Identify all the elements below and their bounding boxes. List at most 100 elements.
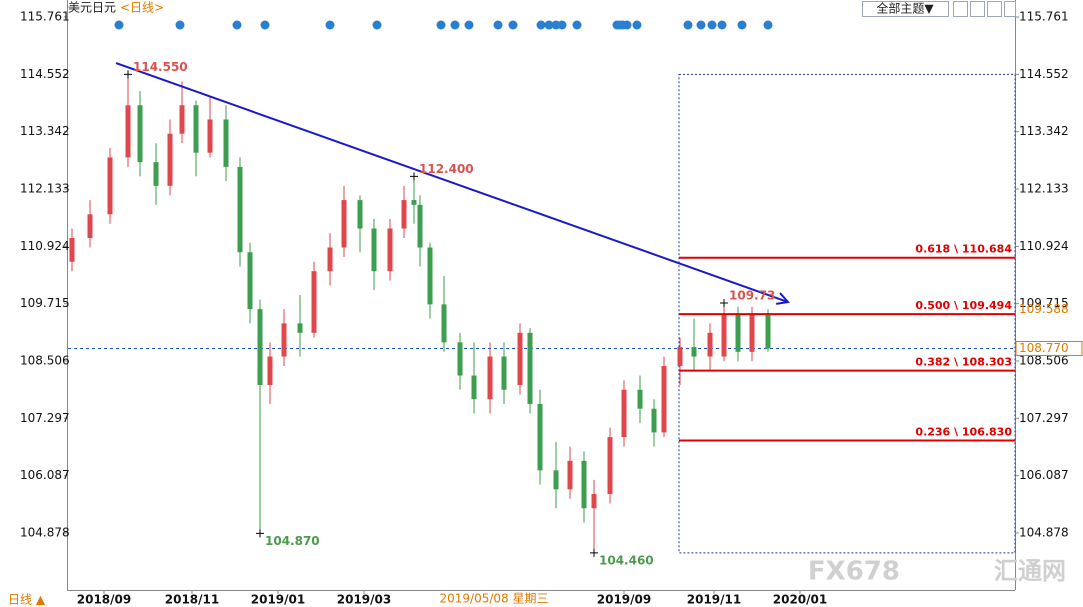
period-button-label[interactable]: 日线 ▲ bbox=[8, 593, 46, 607]
y-tick-label: 106.087 bbox=[1019, 468, 1069, 482]
candle-body bbox=[257, 309, 263, 385]
candle-body bbox=[107, 157, 113, 215]
event-marker[interactable] bbox=[260, 20, 270, 30]
event-marker[interactable] bbox=[696, 20, 706, 30]
candle-body bbox=[371, 228, 377, 272]
event-marker[interactable] bbox=[544, 20, 554, 30]
candle-body bbox=[735, 313, 741, 352]
event-marker[interactable] bbox=[464, 20, 474, 30]
event-marker[interactable] bbox=[372, 20, 382, 30]
toolbar: 全部主题▼ bbox=[862, 1, 1016, 17]
candle-body bbox=[471, 375, 477, 400]
watermark: 汇通网 bbox=[994, 557, 1066, 585]
event-marker[interactable] bbox=[572, 20, 582, 30]
y-tick-label: 113.342 bbox=[1019, 124, 1069, 138]
last-price-label: 108.770 bbox=[1019, 341, 1069, 355]
candle-body bbox=[357, 200, 363, 229]
candle-body bbox=[501, 356, 507, 390]
event-marker[interactable] bbox=[763, 20, 773, 30]
y-tick-label: 109.715 bbox=[20, 296, 70, 310]
candle-body bbox=[677, 347, 683, 367]
candle-body bbox=[341, 200, 347, 248]
candle-body bbox=[411, 200, 417, 205]
candle-body bbox=[527, 332, 533, 404]
event-marker[interactable] bbox=[325, 20, 335, 30]
y-tick-label: 104.878 bbox=[20, 526, 70, 540]
event-marker[interactable] bbox=[450, 20, 460, 30]
candle-body bbox=[621, 389, 627, 438]
event-marker[interactable] bbox=[557, 20, 567, 30]
candle-body bbox=[247, 252, 253, 310]
event-marker[interactable] bbox=[232, 20, 242, 30]
x-tick-label: 2019/03 bbox=[337, 593, 391, 607]
fib-label: 0.500 \ 109.494 bbox=[915, 299, 1012, 312]
y-tick-label: 104.878 bbox=[1019, 526, 1069, 540]
x-tick-label: 2020/01 bbox=[773, 593, 827, 607]
trendline bbox=[115, 62, 789, 303]
candle-body bbox=[281, 323, 287, 357]
candle-body bbox=[401, 200, 407, 229]
y-tick-label: 110.924 bbox=[1019, 239, 1069, 253]
icon-button[interactable] bbox=[970, 1, 985, 17]
candle-body bbox=[581, 460, 587, 509]
event-marker[interactable] bbox=[114, 20, 124, 30]
y-tick-label: 112.133 bbox=[1019, 182, 1069, 196]
candle-body bbox=[69, 238, 75, 262]
candle-body bbox=[691, 347, 697, 357]
candle-body bbox=[749, 313, 755, 352]
candle-body bbox=[765, 313, 771, 349]
event-marker[interactable] bbox=[632, 20, 642, 30]
extreme-label: 112.400 bbox=[419, 162, 474, 176]
extreme-marker bbox=[124, 70, 132, 79]
x-tick-label: 2019/11 bbox=[687, 593, 741, 607]
date-label-box bbox=[432, 591, 556, 607]
candle-body bbox=[327, 247, 333, 272]
candle-body bbox=[607, 437, 613, 495]
extreme-marker bbox=[590, 548, 598, 557]
event-marker[interactable] bbox=[536, 20, 546, 30]
x-tick-label: 2019/01 bbox=[251, 593, 305, 607]
x-tick-label: 2019/09 bbox=[597, 593, 651, 607]
icon-button[interactable] bbox=[953, 1, 968, 17]
event-marker[interactable] bbox=[683, 20, 693, 30]
event-marker[interactable] bbox=[717, 20, 727, 30]
icon-button[interactable] bbox=[987, 1, 1002, 17]
event-marker[interactable] bbox=[508, 20, 518, 30]
event-marker[interactable] bbox=[436, 20, 446, 30]
candle-body bbox=[567, 460, 573, 490]
candle-body bbox=[297, 323, 303, 333]
event-marker[interactable] bbox=[707, 20, 717, 30]
candle-body bbox=[553, 470, 559, 490]
event-marker[interactable] bbox=[175, 20, 185, 30]
candle-body bbox=[721, 313, 727, 357]
event-marker[interactable] bbox=[622, 20, 632, 30]
event-marker[interactable] bbox=[493, 20, 503, 30]
candle-body bbox=[537, 403, 543, 471]
y-tick-label: 107.297 bbox=[20, 411, 70, 425]
candle-body bbox=[87, 214, 93, 239]
extreme-marker bbox=[720, 298, 728, 307]
candle-body bbox=[167, 133, 173, 186]
price-label: 109.588 bbox=[1019, 302, 1069, 316]
icon-button[interactable] bbox=[1004, 1, 1016, 17]
candle-body bbox=[311, 271, 317, 333]
menu-label[interactable]: 全部主题▼ bbox=[876, 1, 934, 16]
candle-body bbox=[661, 366, 667, 433]
menu-button[interactable] bbox=[862, 1, 949, 17]
date-label: 2019/05/08 星期三 bbox=[440, 592, 549, 606]
event-marker[interactable] bbox=[737, 20, 747, 30]
extreme-label: 104.460 bbox=[599, 553, 654, 567]
candle-body bbox=[179, 105, 185, 134]
candle-body bbox=[427, 247, 433, 305]
fib-label: 0.618 \ 110.684 bbox=[915, 243, 1012, 256]
candle-body bbox=[457, 342, 463, 376]
last-price-box bbox=[1015, 340, 1083, 356]
period-button[interactable] bbox=[0, 591, 66, 607]
candle-body bbox=[387, 228, 393, 272]
candle-body bbox=[193, 105, 199, 153]
candle-body bbox=[237, 166, 243, 253]
candle-body bbox=[637, 389, 643, 409]
y-tick-label: 109.715 bbox=[1019, 296, 1069, 310]
